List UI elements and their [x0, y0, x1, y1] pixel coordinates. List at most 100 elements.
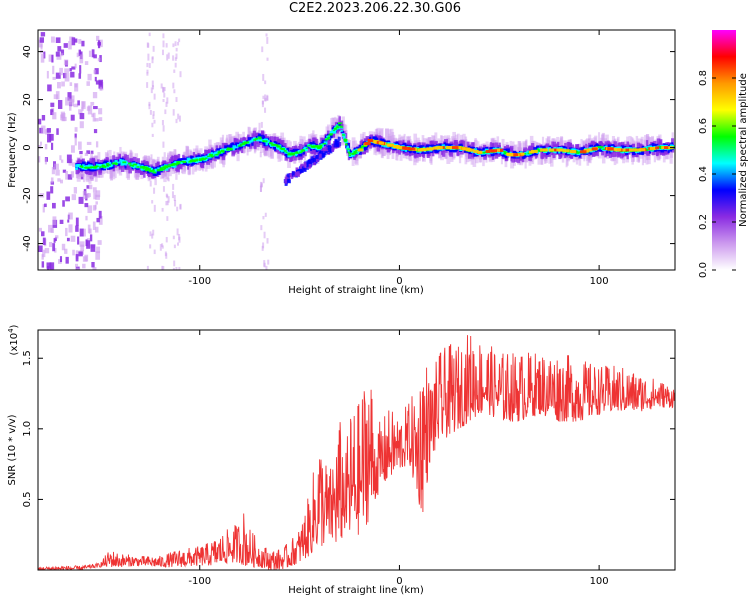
spectrogram-cell: [331, 147, 335, 152]
spectrogram-noise: [74, 63, 77, 69]
spectrogram-streak: [161, 243, 164, 247]
spectrogram-cell: [546, 150, 551, 154]
spectrogram-cell: [564, 142, 567, 149]
spectrogram-peak: [579, 150, 587, 154]
spectrogram-noise: [81, 107, 84, 111]
spectrogram-cell: [133, 163, 138, 166]
spectrogram-cell: [458, 149, 462, 164]
spectrogram-noise: [39, 37, 45, 43]
spectrogram-streak: [153, 249, 156, 255]
spectrogram-noise: [86, 185, 90, 189]
spectrogram-cell: [286, 151, 289, 154]
spectrogram-streak: [165, 43, 168, 48]
spectrogram-cell: [588, 134, 592, 149]
spectrogram-streak: [174, 41, 177, 47]
spectrogram-cell: [142, 168, 146, 170]
spectrogram-cell: [195, 145, 199, 157]
spectrogram-cell: [240, 146, 244, 154]
spectrogram-cell: [669, 148, 673, 152]
spectrogram-cell: [165, 166, 169, 169]
spectrogram-cell: [139, 166, 143, 168]
spectrogram-cell: [447, 135, 451, 146]
spectrogram-cell: [290, 175, 294, 180]
spectrogram-cell: [536, 145, 539, 151]
spectrogram-cell: [143, 169, 146, 178]
spectrogram-cell: [589, 152, 592, 164]
spectrogram-cell: [269, 147, 274, 159]
spectrogram-cell: [230, 148, 233, 150]
spectrogram-cell: [353, 140, 357, 148]
spectrogram-cell: [308, 138, 311, 143]
spectrogram-cell: [287, 153, 291, 168]
spectrogram-cell: [358, 149, 362, 155]
spectrogram-noise: [67, 174, 73, 180]
spectrogram-cell: [494, 142, 499, 149]
spectrogram-cell: [207, 153, 210, 156]
spectrogram-cell: [501, 138, 505, 151]
spectrogram-cell: [352, 149, 357, 153]
spectrogram-cell: [82, 166, 86, 183]
spectrogram-noise: [96, 217, 100, 223]
spectrogram-cell: [501, 150, 504, 154]
spectrogram-noise: [68, 40, 72, 50]
spectrogram-noise: [86, 81, 90, 86]
spectrogram-cell: [446, 149, 451, 164]
spectrogram-cell: [256, 138, 260, 147]
spectrogram-cell: [306, 145, 310, 147]
spectrogram-cell: [376, 127, 381, 138]
spectrogram-noise: [72, 162, 77, 168]
spectrogram-streak: [172, 55, 175, 61]
spectrogram-streak: [266, 238, 269, 244]
spectrogram-cell: [522, 141, 527, 153]
spectrogram-cell: [302, 149, 305, 155]
spectrogram-noise: [78, 73, 82, 79]
spectrogram-streak: [259, 186, 262, 192]
spectrogram-streak: [148, 63, 151, 68]
spectrogram-streak: [266, 269, 269, 270]
spectrogram-cell: [536, 150, 540, 154]
spectrogram-cell: [536, 150, 539, 152]
spectrogram-streak: [176, 206, 179, 212]
spectrogram-streak: [175, 97, 178, 102]
spectrogram-streak: [152, 114, 155, 120]
spectrogram-cell: [228, 134, 231, 146]
snr-frame: [37, 329, 676, 571]
spectrogram-cell: [322, 143, 326, 145]
spectrogram-streak: [147, 43, 150, 48]
spectrogram-cell: [391, 132, 395, 147]
spectrogram-cell: [167, 154, 170, 163]
spectrogram-cell: [311, 148, 316, 162]
spectrogram-cell: [163, 168, 167, 170]
spectrogram-noise: [92, 267, 97, 270]
spectrogram-cell: [445, 148, 448, 159]
spectrogram-noise: [77, 100, 80, 106]
spectrogram-cell: [183, 160, 187, 173]
spectrogram-cell: [528, 153, 532, 157]
spectrogram-cell: [456, 133, 460, 143]
spectrogram-cell: [339, 126, 344, 128]
spectrogram-cell: [346, 148, 351, 150]
spectrogram-noise: [71, 66, 76, 70]
spectrogram-cell: [610, 149, 613, 153]
snr-xtick-label: 100: [590, 576, 609, 587]
spectrogram-cell: [669, 148, 674, 158]
spectrogram-cell: [105, 165, 110, 169]
spectrogram-cell: [231, 147, 236, 156]
spectrogram-cell: [269, 136, 273, 144]
spectrogram-cell: [284, 181, 288, 186]
spectrogram-cell: [400, 136, 404, 146]
spectrogram-noise: [69, 36, 74, 41]
spectrogram-noise: [95, 194, 100, 200]
spectrogram-cell: [107, 161, 112, 165]
spectrogram-cell: [175, 165, 178, 180]
spectrogram-streak: [174, 169, 177, 173]
spectrogram-cell: [382, 144, 386, 156]
spectrogram-cell: [622, 151, 627, 157]
spectrogram-noise: [78, 109, 83, 115]
spectrogram-noise: [67, 92, 72, 101]
spectrogram-noise: [77, 236, 80, 245]
spectrogram-cell: [504, 155, 508, 168]
spectrogram-cell: [318, 146, 322, 149]
spectrogram-cell: [560, 136, 563, 149]
spectrogram-cell: [373, 143, 376, 155]
